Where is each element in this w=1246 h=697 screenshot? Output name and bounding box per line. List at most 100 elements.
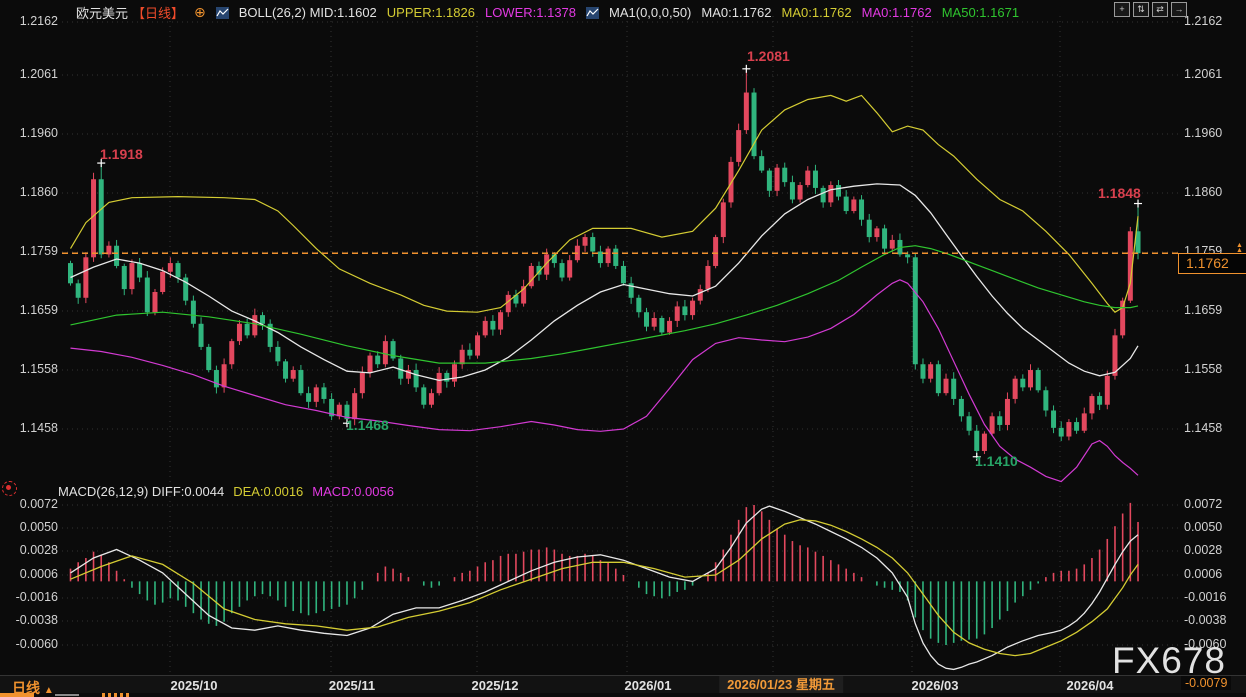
- time-axis-tick: 2026/04: [1066, 678, 1114, 693]
- chevron-up-icon: ▲: [43, 685, 54, 696]
- candle-body: [382, 341, 388, 365]
- boll_mid-line: [70, 183, 1139, 382]
- candle-body: [928, 364, 934, 379]
- candle-body: [659, 318, 665, 333]
- candle-body: [851, 199, 857, 212]
- candle-body: [690, 300, 696, 316]
- alert-burst-icon[interactable]: [2, 481, 17, 496]
- candle-body: [283, 361, 289, 379]
- price-scroll-marker-icon[interactable]: ▲ ▲: [1236, 242, 1243, 254]
- candle-body: [859, 199, 865, 220]
- price-axis-label-right: 1.1458: [1184, 421, 1223, 435]
- price-annotation-1.1468: 1.1468: [346, 417, 389, 433]
- candle-body: [597, 251, 603, 264]
- candle-body: [198, 323, 204, 347]
- boll-lower-value: LOWER:1.1378: [484, 5, 577, 20]
- candle-body: [958, 398, 964, 417]
- macd-dea-line: [70, 519, 1139, 657]
- ma50-line: [70, 245, 1139, 364]
- candle-body: [544, 254, 550, 275]
- candle-body: [759, 156, 765, 171]
- macd-diff-line: [70, 505, 1139, 671]
- candle-body: [567, 260, 573, 278]
- price-axis-label-right: 1.2162: [1184, 14, 1223, 28]
- candle-body: [521, 286, 527, 304]
- candle-body: [467, 349, 473, 356]
- candle-body: [413, 370, 419, 388]
- boll_upper-line: [69, 94, 1139, 313]
- candle-body: [636, 297, 642, 313]
- candle-body: [966, 416, 972, 431]
- price-annotation-1.2081: 1.2081: [747, 48, 790, 64]
- candle-body: [682, 306, 688, 316]
- price-axis-label-left: 1.1960: [19, 126, 58, 140]
- candle-body: [667, 320, 673, 333]
- candle-body: [828, 185, 834, 203]
- candle-body: [505, 294, 511, 313]
- boll_lower-line: [70, 279, 1139, 483]
- ma-settings-label: MA1(0,0,0,50): [609, 5, 692, 20]
- time-axis-tick: 2025/12: [471, 678, 519, 693]
- bottom-strip-orange: [0, 693, 34, 697]
- ma-indicator-icon[interactable]: [586, 6, 600, 19]
- candle-body: [298, 370, 304, 394]
- candle-body: [375, 355, 381, 365]
- price-axis-label-left: 1.1759: [19, 244, 58, 258]
- x-axis-zoom-icon[interactable]: ⇄: [1152, 2, 1168, 17]
- boll-indicator-icon[interactable]: [215, 6, 229, 19]
- move-crosshair-icon[interactable]: +: [1114, 2, 1130, 17]
- candle-body: [167, 263, 173, 272]
- candle-body: [313, 387, 319, 402]
- period-selector-label: 日线: [12, 680, 40, 696]
- candle-body: [774, 167, 780, 191]
- pan-right-icon[interactable]: →: [1171, 2, 1187, 17]
- selected-date-tag: 2026/01/23 星期五: [719, 676, 843, 693]
- candle-body: [743, 92, 749, 131]
- macd-axis-label-right: 0.0028: [1184, 543, 1223, 557]
- period-selector[interactable]: 日线 ▲: [12, 678, 54, 697]
- candle-body: [390, 341, 396, 359]
- candle-body: [275, 346, 281, 362]
- candle-body: [613, 248, 619, 266]
- candle-body: [789, 182, 795, 200]
- ma50-value: MA50:1.1671: [941, 5, 1020, 20]
- candle-body: [1081, 413, 1087, 431]
- candle-body: [551, 254, 557, 264]
- add-indicator-icon[interactable]: ⊕: [194, 4, 206, 20]
- candle-body: [444, 372, 450, 382]
- candle-body: [782, 167, 788, 183]
- price-annotation-1.1848: 1.1848: [1098, 185, 1141, 201]
- price-axis-label-left: 1.1458: [19, 421, 58, 435]
- macd-diff-label: MACD(26,12,9) DIFF:0.0044: [58, 484, 225, 499]
- macd-value-label: MACD:0.0056: [312, 484, 394, 499]
- price-axis-label-left: 1.2162: [19, 14, 58, 28]
- y-axis-zoom-icon[interactable]: ⇅: [1133, 2, 1149, 17]
- candle-body: [336, 404, 342, 417]
- price-axis-label-right: 1.1659: [1184, 303, 1223, 317]
- symbol-name: 欧元美元: [76, 6, 129, 21]
- candle-body: [713, 237, 719, 266]
- candle-body: [352, 393, 358, 420]
- ma0-yellow-value: MA0:1.1762: [781, 5, 852, 20]
- candle-body: [152, 291, 158, 313]
- candle-body: [1135, 231, 1141, 254]
- candle-body: [421, 387, 427, 405]
- candle-body: [720, 202, 726, 238]
- boll-settings-label: BOLL(26,2) MID:1.1602: [238, 5, 377, 20]
- candle-body: [129, 263, 135, 290]
- candle-body: [144, 277, 150, 313]
- candle-body: [628, 283, 634, 298]
- macd-axis-label-right: 0.0050: [1184, 520, 1223, 534]
- candle-body: [705, 265, 711, 290]
- candle-body: [528, 265, 534, 287]
- chart-legend-bar: 欧元美元 【日线】 ⊕ BOLL(26,2) MID:1.1602 UPPER:…: [76, 3, 1019, 22]
- candle-body: [1097, 396, 1103, 405]
- ma0-magenta-value: MA0:1.1762: [861, 5, 932, 20]
- candle-body: [1004, 398, 1010, 425]
- candle-body: [1120, 300, 1126, 336]
- candle-body: [951, 378, 957, 399]
- candle-body: [83, 257, 89, 298]
- candle-body: [644, 312, 649, 327]
- candle-body: [436, 372, 442, 394]
